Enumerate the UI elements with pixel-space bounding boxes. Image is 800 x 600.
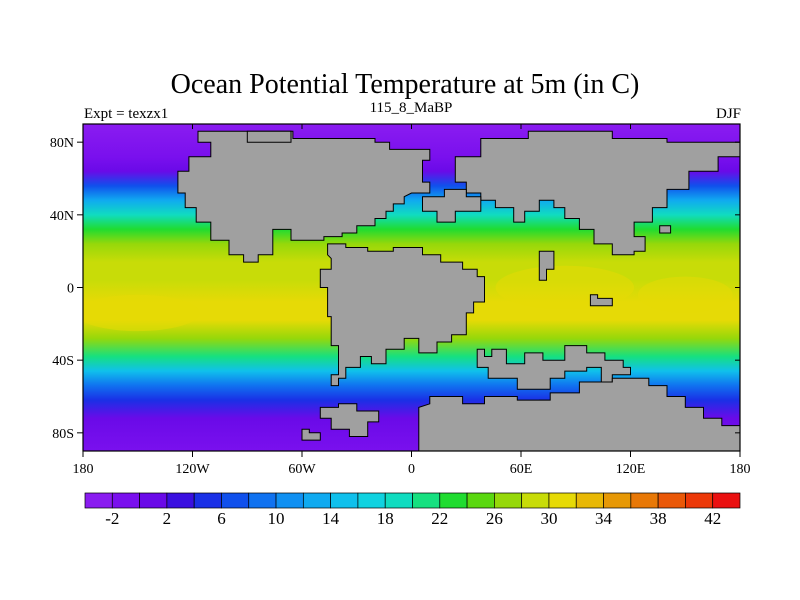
colorbar-label: 22 [431,509,448,528]
y-tick-label: 0 [67,282,74,297]
colorbar-bin [630,492,659,509]
x-tick-label: 180 [730,462,751,477]
colorbar-bin [685,492,714,509]
colorbar-label: 10 [268,509,285,528]
land-japan [659,225,672,234]
y-tick-label: 80S [52,427,74,442]
experiment-label: Expt = texzx1 [84,106,168,122]
x-tick-label: 180 [73,462,94,477]
colorbar-label: 34 [595,509,613,528]
colorbar-bin [603,492,632,509]
x-tick-label: 60E [510,462,533,477]
colorbar-label: 42 [704,509,721,528]
colorbar-label: 38 [650,509,667,528]
x-axis: 180 120W 60W 0 60E 120E 180 [73,124,751,477]
colorbar-label: 30 [540,509,557,528]
colorbar-bin [139,492,168,509]
map-plot-area [83,124,740,451]
colorbar-bin [302,492,331,509]
colorbar-bin [439,492,468,509]
colorbar-label: 2 [163,509,172,528]
land-india [538,250,555,281]
land-antarctica [418,377,740,451]
land-west-antarctica [319,403,380,437]
season-label: DJF [716,106,741,122]
land-north-america-eurasia-north [177,130,431,263]
colorbar-bin [494,492,523,509]
colorbar: -2 2 6 10 14 18 22 26 30 34 38 42 [84,492,741,528]
land-greenland-north [246,130,292,143]
colorbar-bin [330,492,359,509]
y-tick-label: 80N [50,136,74,151]
y-tick-label: 40N [50,209,74,224]
land-australia [476,345,631,390]
y-tick-label: 40S [52,354,74,369]
chart-title: Ocean Potential Temperature at 5m (in C) [171,69,640,100]
colorbar-bin [412,492,441,509]
colorbar-bin [275,492,304,509]
colorbar-bin [712,492,741,509]
indian-warm-pool [495,265,635,310]
land-europe-north [422,188,482,223]
x-tick-label: 0 [408,462,415,477]
colorbar-bin [548,492,577,509]
colorbar-bin [384,492,413,509]
colorbar-label: 6 [217,509,226,528]
colorbar-bin [466,492,495,509]
colorbar-bin [166,492,195,509]
colorbar-bin [111,492,140,509]
colorbar-label: 14 [322,509,340,528]
land-africa-south-america [319,243,485,387]
x-tick-label: 120E [616,462,646,477]
colorbar-bin [221,492,250,509]
colorbar-label: 18 [377,509,394,528]
x-tick-label: 60W [288,462,316,477]
pacific-south-warm-pool [83,294,200,332]
colorbar-bin [248,492,277,509]
colorbar-label: 26 [486,509,503,528]
age-label: 115_8_MaBP [370,100,453,116]
colorbar-bin [521,492,550,509]
colorbar-bin [84,492,113,509]
x-tick-label: 120W [175,462,210,477]
y-axis: 80N 40N 0 40S 80S [50,136,740,442]
land-eurasia [454,130,740,256]
east-indian-warm-pool [637,276,733,313]
colorbar-bin [357,492,386,509]
colorbar-bin [575,492,604,509]
colorbar-label: -2 [105,509,119,528]
colorbar-bin [657,492,686,509]
land-southeast-asia-islands [589,294,613,307]
colorbar-bin [193,492,222,509]
land-antarctic-islands [301,428,321,441]
